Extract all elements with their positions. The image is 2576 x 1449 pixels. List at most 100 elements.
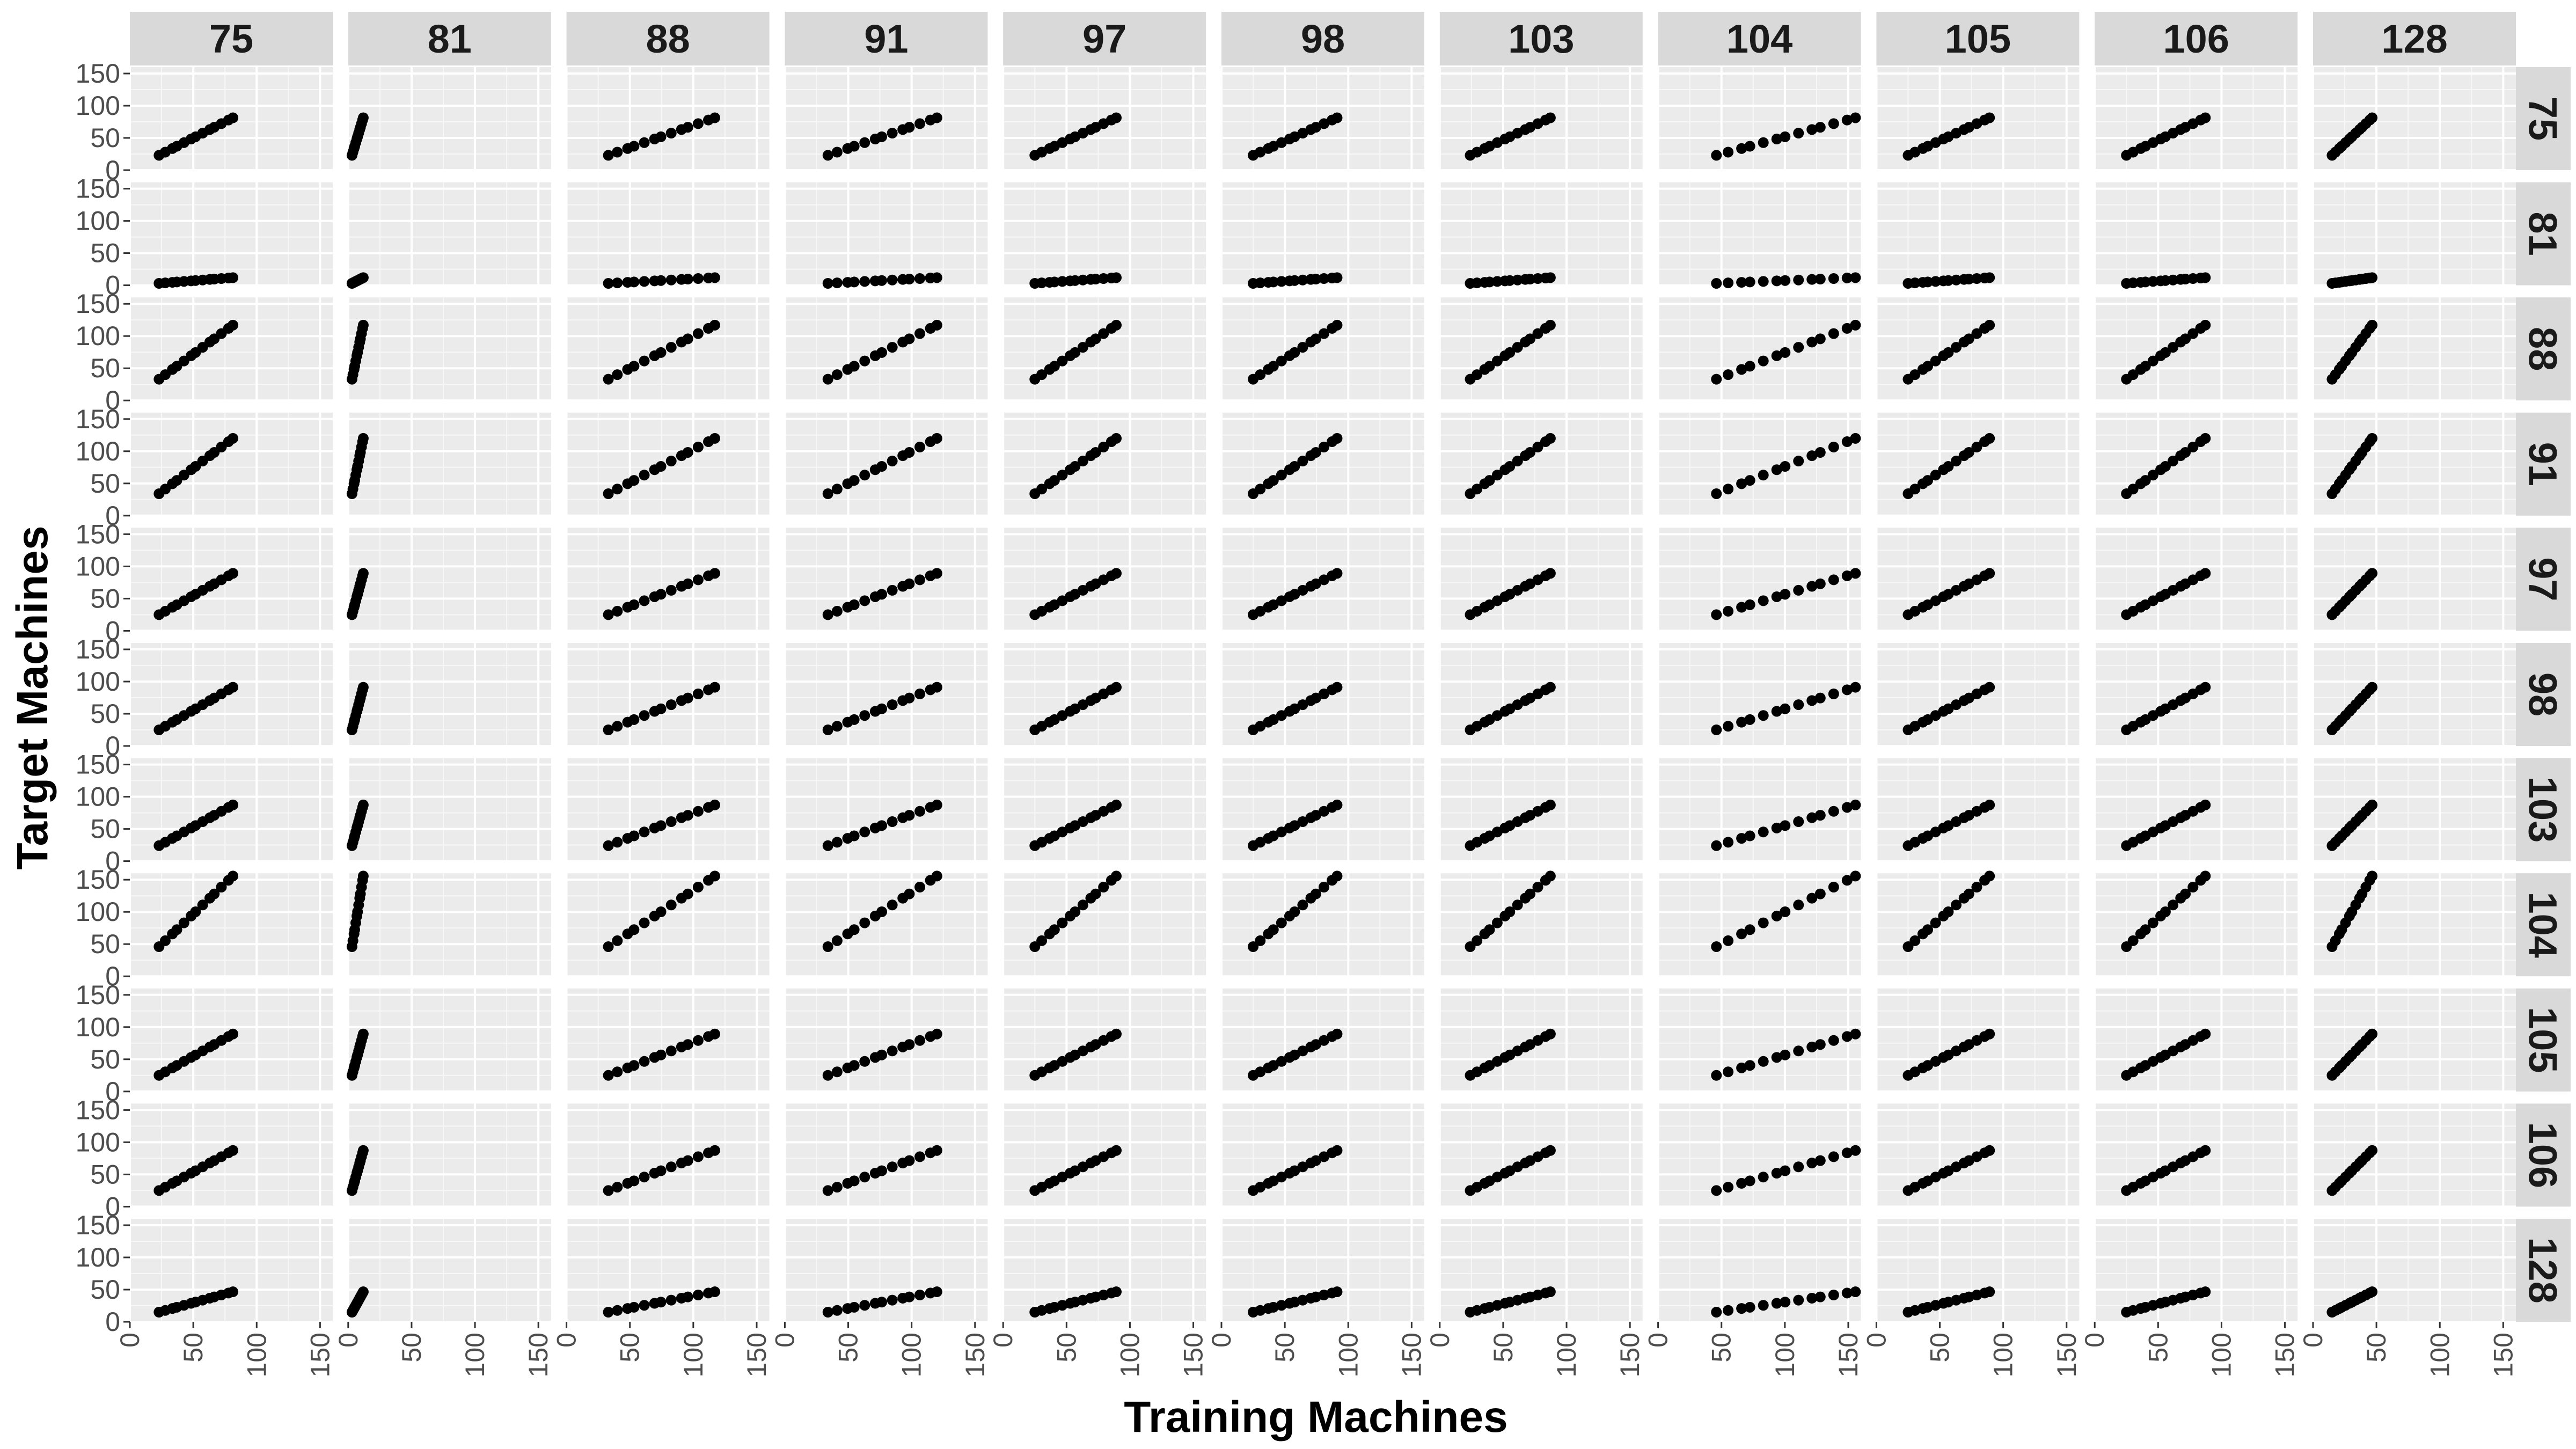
data-point [1255,935,1266,946]
panel-background [1003,412,1206,516]
data-point [1736,833,1747,844]
panel-background [130,182,333,286]
panel-background [566,1103,770,1207]
data-point [709,272,720,283]
data-point [2168,342,2179,353]
data-point [628,1301,640,1313]
row-strips: 75 81 88 91 97 98 103 104 105 106 128 [2515,67,2571,1322]
data-point [1297,274,1308,286]
panel-background [1658,1103,1861,1207]
data-point [1318,442,1329,452]
data-point [848,924,860,935]
data-point [1110,319,1122,331]
facet-panel [1875,67,2080,171]
data-point [1780,589,1791,600]
data-point [1331,433,1343,444]
y-tick-label: 100 [76,897,120,927]
x-tick-label: 150 [742,1333,772,1377]
data-point [1331,568,1343,579]
column-strip [1658,12,1861,65]
data-point [1758,1056,1769,1067]
facet-panel [1438,182,1643,289]
data-point [639,276,650,287]
data-point [914,1290,926,1300]
panel-background [1658,643,1861,746]
x-tick-label: 150 [1615,1333,1645,1377]
panel-background [1221,297,1424,401]
panel-background [566,988,770,1092]
data-point [1512,456,1523,467]
data-point [822,1185,833,1196]
data-point [1331,1145,1343,1156]
row-strip-label: 88 [2521,327,2565,371]
data-point [1268,714,1279,725]
facet-panel [784,528,988,632]
facet-panel [2312,182,2516,289]
data-point [1070,275,1081,286]
x-tick-label: 50 [2143,1333,2173,1363]
data-point [709,112,720,123]
y-tick-label: 100 [76,1012,120,1042]
data-point [1806,1292,1818,1304]
data-point [931,272,942,283]
data-point [822,840,833,851]
data-point [665,1161,677,1173]
column-strip-label: 128 [2381,17,2447,61]
x-tick-label: 100 [678,1333,708,1377]
data-point [2180,888,2191,899]
data-point [1736,716,1747,728]
data-point [1297,1161,1308,1173]
data-point [1077,342,1088,353]
data-point [876,347,888,358]
facet-panel [1002,528,1206,632]
data-point [931,319,942,331]
panel-background [1658,988,1861,1092]
panel-background [1003,297,1206,401]
data-point [216,882,227,892]
data-point [1289,703,1300,714]
data-point [2180,333,2191,345]
data-point [357,1028,369,1040]
facet-panel [1002,988,1206,1093]
facet-panel [2312,1219,2516,1323]
data-point [692,1290,704,1300]
data-point [1744,714,1755,725]
x-tick-label: 150 [960,1333,990,1377]
data-point [1758,1300,1769,1311]
data-point [1297,899,1308,911]
facet-panel [346,758,551,862]
panel-background [1439,412,1643,516]
data-point [1090,888,1101,899]
data-point [1545,1145,1556,1156]
facet-panel [2094,412,2298,517]
y-tick-label: 150 [76,1095,120,1125]
data-point [887,274,898,286]
facet-panel [1657,1219,1861,1323]
data-point [1331,319,1343,331]
data-point [1984,433,1995,444]
data-point [1276,1056,1287,1067]
panel-background [348,412,551,516]
column-strip [1221,12,1424,65]
panel-background [348,297,551,401]
data-point [1806,124,1818,135]
data-point [1793,699,1804,711]
data-point [1793,816,1804,827]
data-point [1841,684,1853,696]
data-point [665,274,677,286]
data-point [1793,1294,1804,1306]
data-point [1297,816,1308,827]
data-point [655,275,667,286]
data-point [665,128,677,139]
data-point [228,799,239,810]
y-tick-label: 50 [90,814,120,844]
data-point [1814,692,1826,704]
data-point [2200,568,2211,579]
data-point [190,906,201,917]
data-point [1504,347,1516,358]
data-point [1331,682,1343,693]
facet-panel [1875,528,2080,632]
data-point [1723,721,1734,732]
data-point [1077,274,1088,286]
data-point [1943,906,1954,917]
